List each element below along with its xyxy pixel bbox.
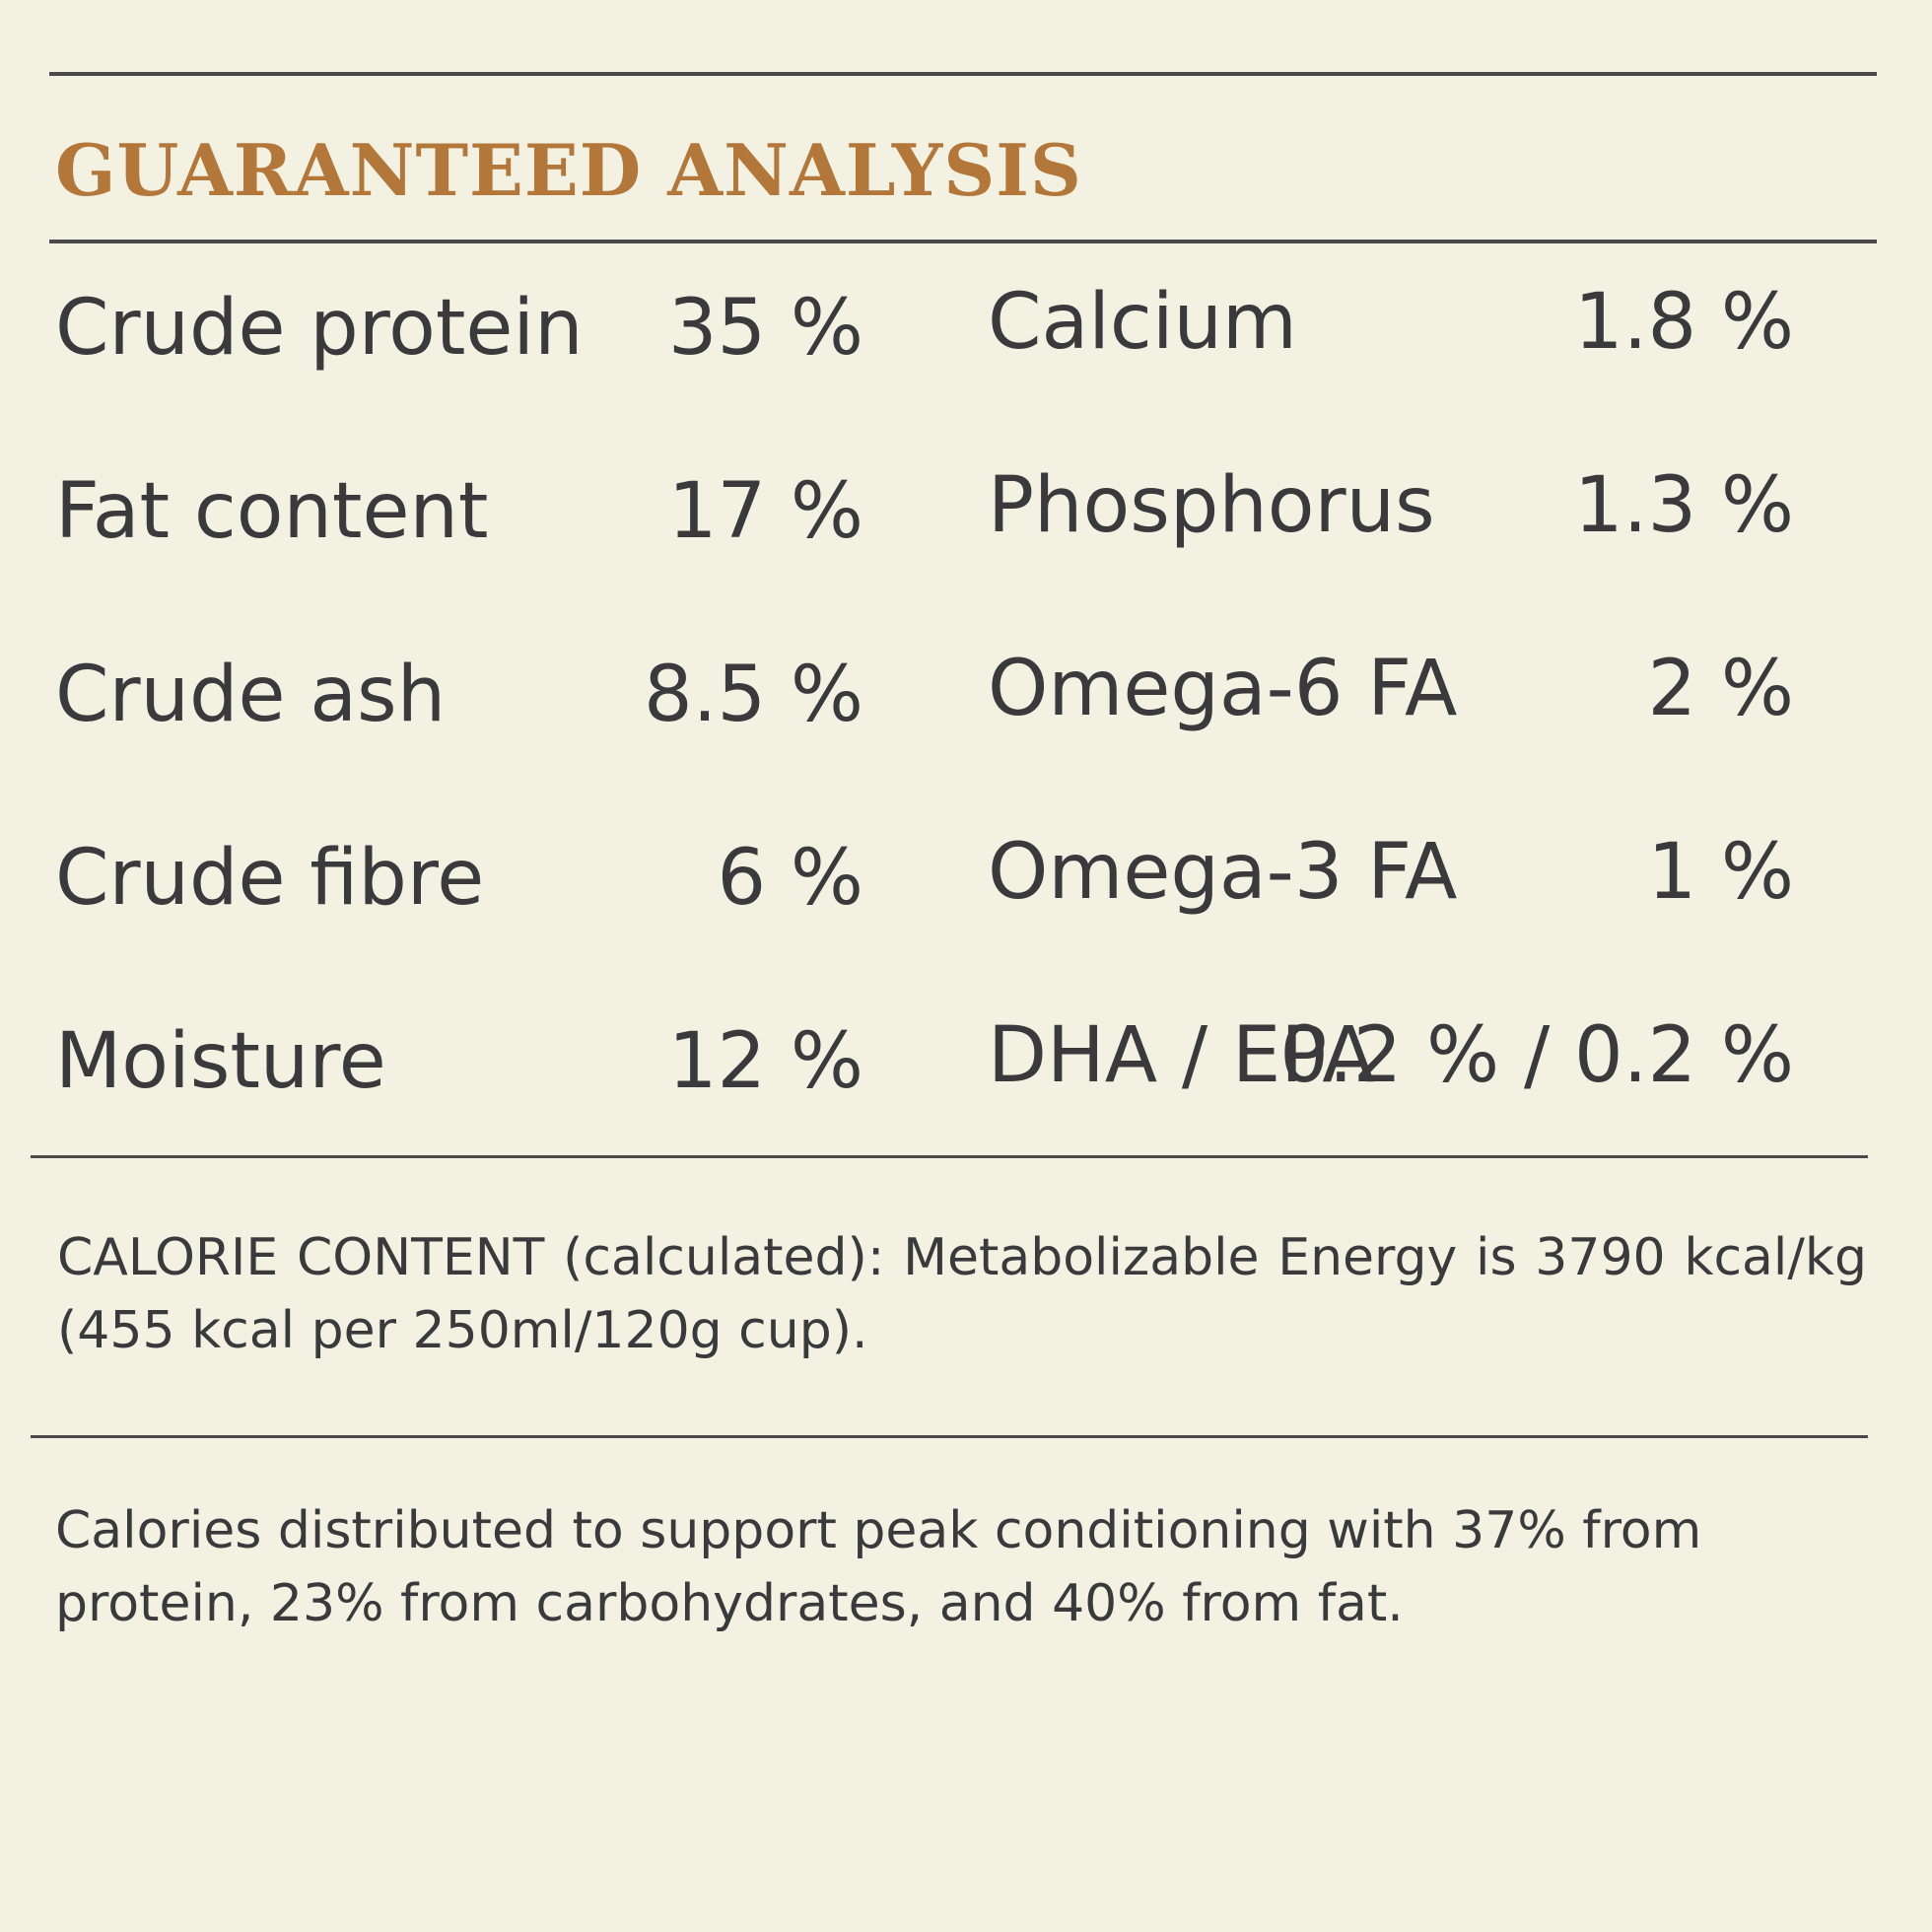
calorie-rule (31, 1435, 1868, 1438)
nutrient-label: Omega-3 FA (988, 828, 1458, 917)
analysis-row-crude-ash: Crude ash 8.5 % (55, 646, 863, 744)
nutrient-value: 8.5 % (644, 651, 863, 739)
nutrient-label: Calcium (988, 278, 1297, 367)
heading-rule (49, 240, 1877, 243)
nutrient-value: 1 % (1647, 828, 1794, 917)
analysis-row-moisture: Moisture 12 % (55, 1012, 863, 1111)
nutrient-label: Crude fibre (55, 834, 485, 923)
top-rule (49, 72, 1877, 76)
calorie-content-text: CALORIE CONTENT (calculated): Metaboliza… (57, 1228, 1867, 1360)
nutrient-value: 2 % (1647, 645, 1794, 733)
nutrient-label: Crude protein (55, 284, 584, 373)
analysis-row-crude-fibre: Crude fibre 6 % (55, 829, 863, 928)
nutrient-label: Crude ash (55, 651, 447, 739)
analysis-row-omega-3: Omega-3 FA 1 % (988, 823, 1794, 922)
analysis-row-phosphorus: Phosphorus 1.3 % (988, 456, 1794, 555)
nutrient-value: 17 % (667, 467, 863, 556)
nutrient-label: Moisture (55, 1017, 386, 1106)
nutrient-label: DHA / EPA (988, 1011, 1375, 1100)
nutrient-label: Omega-6 FA (988, 645, 1458, 733)
nutrient-value: 6 % (717, 834, 863, 923)
nutrient-value: 1.8 % (1574, 278, 1794, 367)
calorie-distribution-text: Calories distributed to support peak con… (55, 1501, 1702, 1633)
nutrient-label: Phosphorus (988, 461, 1435, 550)
nutrient-value: 0.2 % / 0.2 % (1279, 1011, 1794, 1100)
analysis-row-crude-protein: Crude protein 35 % (55, 279, 863, 378)
nutrient-label: Fat content (55, 467, 489, 556)
table-bottom-rule (31, 1155, 1868, 1158)
nutrient-value: 1.3 % (1574, 461, 1794, 550)
analysis-row-omega-6: Omega-6 FA 2 % (988, 640, 1794, 738)
section-title: GUARANTEED ANALYSIS (55, 128, 1082, 212)
nutrient-value: 12 % (667, 1017, 863, 1106)
analysis-row-dha-epa: DHA / EPA 0.2 % / 0.2 % (988, 1006, 1794, 1105)
analysis-row-calcium: Calcium 1.8 % (988, 273, 1794, 372)
analysis-row-fat-content: Fat content 17 % (55, 462, 863, 561)
nutrient-value: 35 % (667, 284, 863, 373)
